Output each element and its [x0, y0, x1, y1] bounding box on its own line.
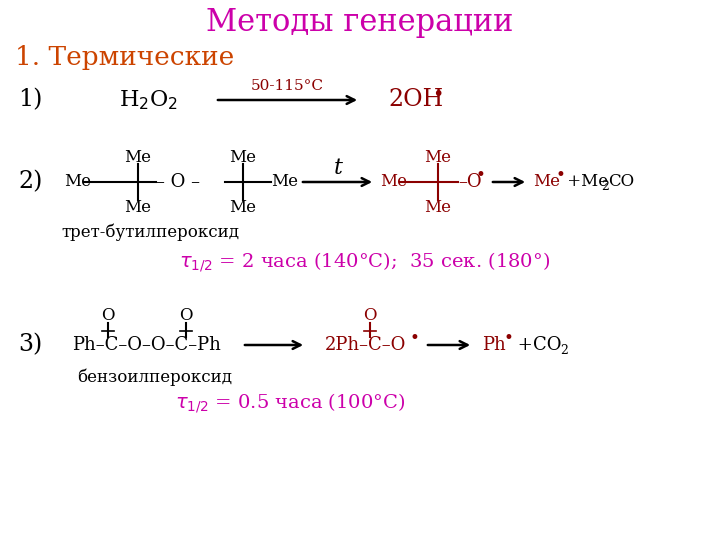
Text: 2: 2 [560, 343, 568, 356]
Text: CO: CO [533, 336, 562, 354]
Text: •: • [556, 166, 566, 184]
Text: •: • [504, 329, 514, 347]
Text: Me: Me [380, 173, 407, 191]
Text: Me: Me [425, 199, 451, 215]
Text: O: O [102, 307, 114, 323]
Text: $\tau_{1/2}$ = 0.5 часа (100°C): $\tau_{1/2}$ = 0.5 часа (100°C) [175, 391, 405, 415]
Text: Ph–C–O–O–C–Ph: Ph–C–O–O–C–Ph [72, 336, 221, 354]
Text: Me: Me [64, 173, 91, 191]
Text: O: O [364, 307, 377, 323]
Text: Me: Me [425, 150, 451, 166]
Text: H$_2$O$_2$: H$_2$O$_2$ [119, 88, 177, 112]
Text: 2Ph–C–O: 2Ph–C–O [325, 336, 406, 354]
Text: Me: Me [533, 173, 560, 191]
Text: •: • [476, 166, 486, 184]
Text: –O: –O [458, 173, 482, 191]
Text: 1): 1) [18, 89, 42, 111]
Text: Me: Me [125, 150, 151, 166]
Text: CO: CO [608, 173, 634, 191]
Text: •: • [432, 84, 444, 104]
Text: t: t [333, 157, 343, 179]
Text: O: O [179, 307, 193, 323]
Text: – O –: – O – [156, 173, 200, 191]
Text: •: • [410, 329, 420, 347]
Text: трет-бутилпероксид: трет-бутилпероксид [61, 223, 239, 241]
Text: +: + [512, 336, 533, 354]
Text: 3): 3) [18, 334, 42, 356]
Text: +Me: +Me [562, 173, 608, 191]
Text: Me: Me [271, 173, 298, 191]
Text: 2OH: 2OH [388, 89, 443, 111]
Text: Методы генерации: Методы генерации [207, 6, 513, 37]
Text: Me: Me [125, 199, 151, 215]
Text: 2: 2 [601, 179, 609, 192]
Text: Me: Me [230, 150, 256, 166]
Text: 1. Термические: 1. Термические [15, 45, 234, 71]
Text: Ph: Ph [482, 336, 505, 354]
Text: 50-115°C: 50-115°C [251, 79, 323, 93]
Text: Me: Me [230, 199, 256, 215]
Text: бензоилпероксид: бензоилпероксид [78, 368, 233, 386]
Text: $\tau_{1/2}$ = 2 часа (140°C);  35 сек. (180°): $\tau_{1/2}$ = 2 часа (140°C); 35 сек. (… [179, 250, 551, 274]
Text: 2): 2) [18, 171, 42, 193]
